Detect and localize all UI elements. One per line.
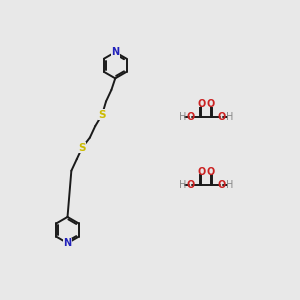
Text: N: N: [63, 238, 72, 248]
Text: O: O: [218, 180, 226, 190]
Text: H: H: [178, 112, 186, 122]
Text: O: O: [207, 167, 215, 176]
Text: O: O: [207, 99, 215, 109]
Text: H: H: [178, 180, 186, 190]
Text: O: O: [187, 112, 195, 122]
Text: H: H: [226, 112, 234, 122]
Text: O: O: [197, 99, 206, 109]
Text: O: O: [218, 112, 226, 122]
Text: N: N: [111, 47, 119, 57]
Text: H: H: [226, 180, 234, 190]
Text: O: O: [197, 167, 206, 176]
Text: S: S: [78, 143, 86, 153]
Text: O: O: [187, 180, 195, 190]
Text: S: S: [98, 110, 106, 119]
